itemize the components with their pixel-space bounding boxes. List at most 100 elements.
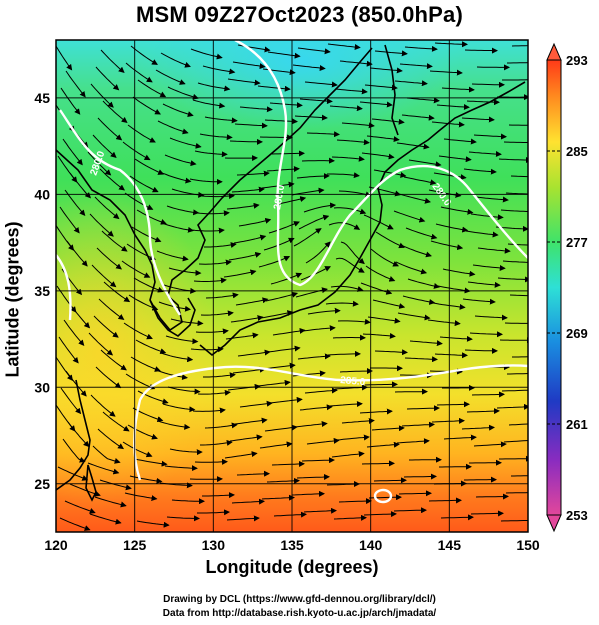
colorbar: 293 285 277 269 261 253 — [546, 42, 588, 533]
streamline — [497, 276, 528, 283]
streamline — [504, 322, 528, 324]
streamline — [502, 260, 528, 263]
x-tick-label: 135 — [280, 537, 304, 553]
streamline — [374, 50, 408, 57]
streamline — [126, 243, 157, 261]
streamline — [325, 300, 359, 307]
colorbar-bottom-arrow — [546, 514, 562, 533]
streamline — [164, 154, 197, 167]
streamline — [512, 356, 528, 358]
streamline — [260, 310, 294, 319]
streamline — [234, 122, 268, 129]
coastline-china-east — [56, 379, 91, 491]
y-tick-labels: 25 30 35 40 45 — [34, 90, 50, 492]
streamline — [440, 206, 474, 215]
streamline — [267, 345, 301, 353]
streamline — [272, 327, 306, 336]
streamline — [199, 133, 233, 141]
streamline — [157, 420, 191, 430]
streamline — [334, 88, 368, 95]
y-tick-label: 45 — [34, 90, 50, 106]
streamline — [122, 441, 153, 458]
streamline — [204, 242, 237, 248]
streamline — [136, 209, 167, 225]
streamline — [293, 228, 322, 247]
streamline — [160, 352, 194, 363]
streamline — [428, 497, 462, 504]
streamline — [473, 133, 507, 140]
streamline — [237, 349, 271, 357]
streamline — [359, 101, 393, 108]
streamline — [258, 255, 291, 268]
streamline — [475, 196, 509, 203]
streamline — [361, 460, 395, 467]
streamline — [464, 347, 498, 354]
streamline — [299, 98, 333, 105]
streamline — [62, 438, 86, 463]
streamline — [464, 47, 498, 54]
streamline — [461, 116, 495, 123]
streamline — [229, 434, 263, 442]
streamline — [428, 189, 462, 198]
streamline — [227, 78, 261, 86]
streamline — [399, 63, 433, 70]
streamline — [477, 247, 511, 254]
streamline — [134, 458, 168, 467]
streamline — [359, 408, 393, 415]
streamline — [436, 401, 470, 408]
streamline — [127, 124, 156, 143]
streamline — [125, 62, 153, 83]
streamline — [69, 172, 91, 199]
x-tick-label: 130 — [202, 537, 226, 553]
streamline — [498, 157, 528, 163]
streamline — [375, 231, 405, 249]
streamline — [228, 251, 262, 261]
streamline — [159, 171, 192, 184]
streamline — [361, 152, 395, 160]
streamline — [202, 492, 235, 499]
streamline — [435, 223, 469, 233]
streamline — [403, 473, 437, 480]
streamline — [407, 278, 440, 289]
streamline — [270, 272, 303, 285]
streamline — [335, 257, 365, 273]
streamline — [190, 48, 223, 60]
streamline — [62, 138, 83, 166]
streamline — [461, 424, 495, 431]
streamline — [59, 517, 91, 531]
streamline — [507, 62, 528, 64]
streamline — [302, 325, 336, 332]
streamline — [169, 137, 202, 149]
streamline — [470, 213, 504, 221]
streamline — [505, 492, 528, 494]
streamline — [164, 465, 198, 472]
streamline — [125, 373, 156, 390]
colorbar-tick-label: 253 — [566, 508, 588, 523]
streamline — [294, 420, 328, 428]
credit-data: Data from http://database.rish.kyoto-u.a… — [162, 608, 437, 619]
streamline — [432, 302, 466, 310]
streamline — [264, 424, 298, 432]
streamline — [63, 319, 85, 346]
streamline — [166, 515, 200, 522]
x-tick-labels: 120 125 130 135 140 145 150 — [44, 537, 540, 553]
streamline — [297, 353, 331, 360]
colorbar-tick-label: 293 — [566, 53, 588, 68]
streamline — [93, 315, 119, 338]
streamline — [331, 450, 365, 458]
streamline — [92, 445, 121, 464]
streamline — [374, 349, 408, 356]
streamline — [373, 477, 407, 484]
streamline — [304, 81, 338, 88]
streamline — [404, 45, 438, 52]
streamline — [373, 169, 407, 178]
y-tick-label: 25 — [34, 476, 50, 492]
streamline — [369, 67, 403, 74]
streamline — [470, 510, 504, 517]
y-tick-label: 40 — [34, 186, 50, 202]
streamline — [266, 477, 300, 484]
streamline — [403, 176, 437, 186]
streamline — [327, 350, 361, 357]
streamline — [99, 168, 126, 191]
x-tick-label: 145 — [438, 537, 462, 553]
